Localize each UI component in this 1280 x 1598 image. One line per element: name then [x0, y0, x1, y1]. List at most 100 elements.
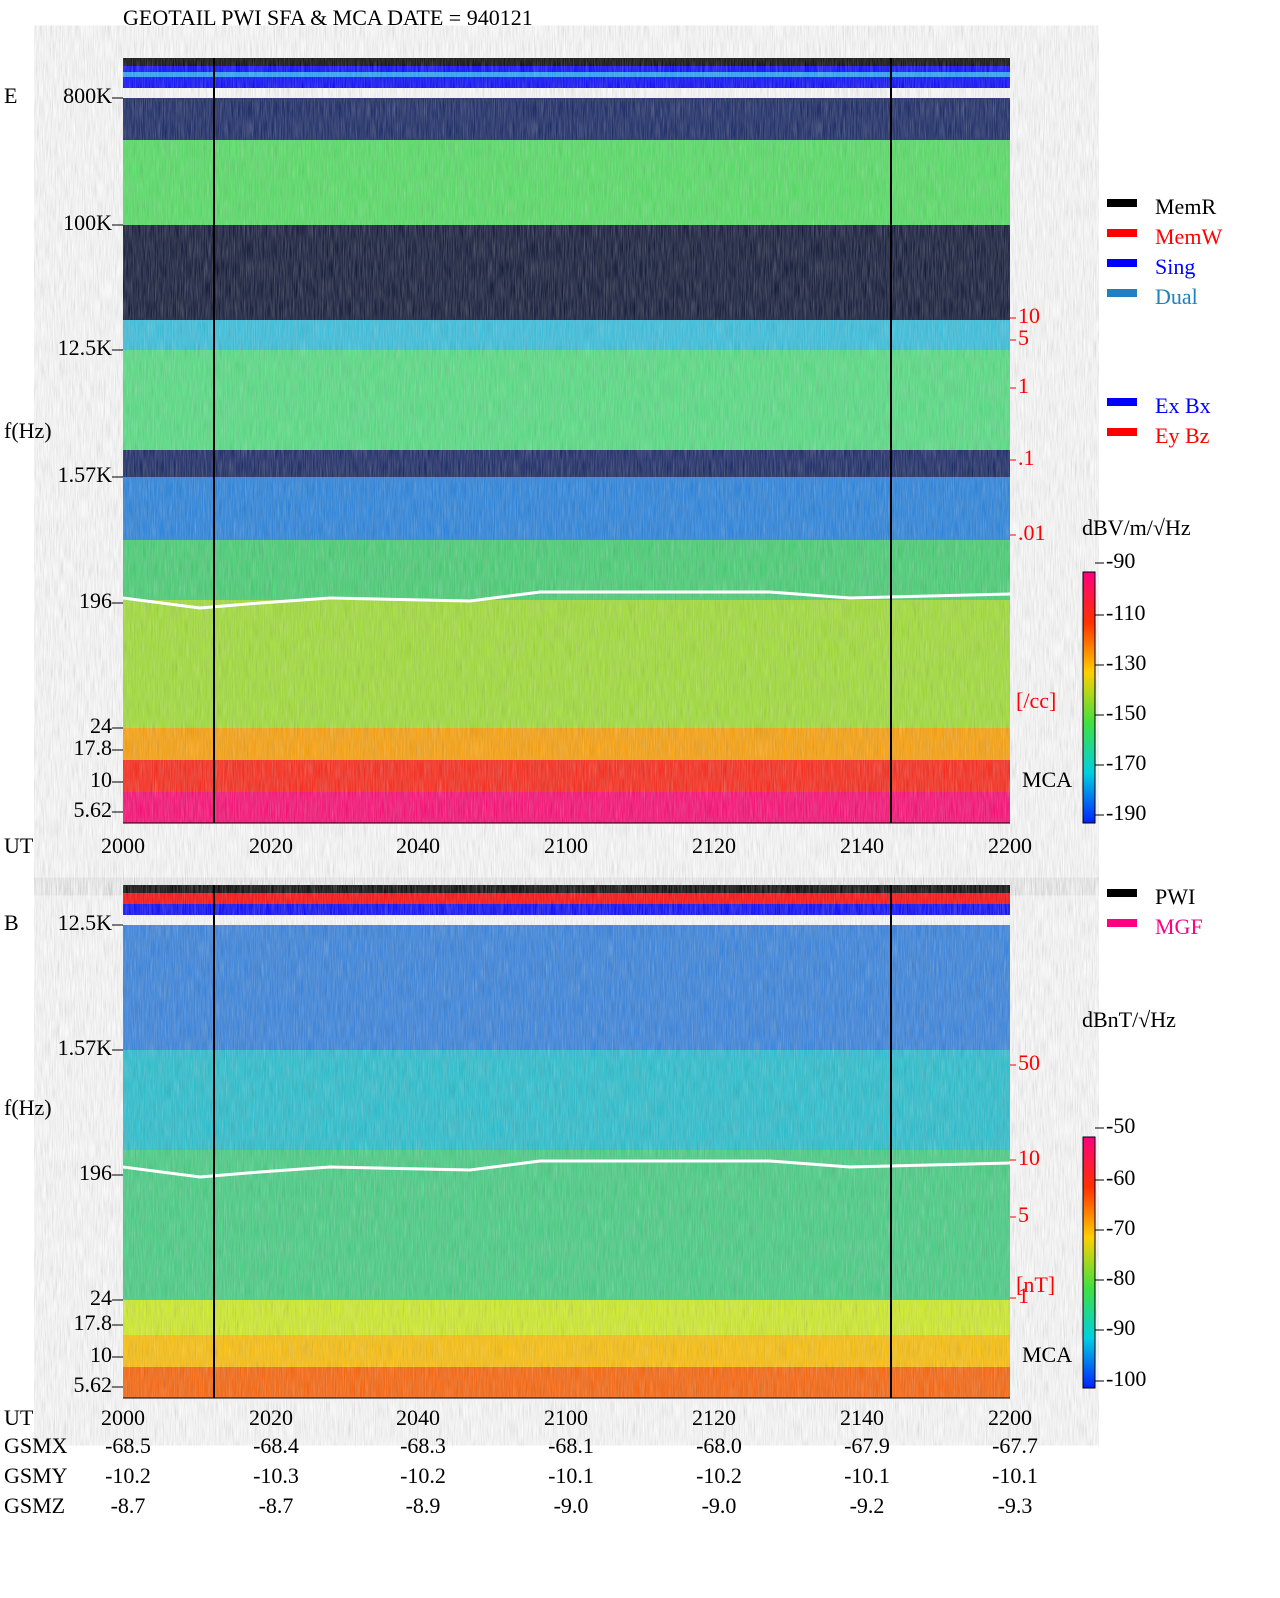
x-tick-label: 2120 — [692, 833, 736, 858]
orbit-value: -10.1 — [992, 1463, 1038, 1488]
right-unit: [/cc] — [1016, 688, 1056, 713]
mca-label: MCA — [1022, 767, 1072, 792]
colorbar-tick-label: -70 — [1106, 1215, 1135, 1240]
status-bar — [123, 904, 1010, 915]
orbit-value: -8.7 — [259, 1493, 294, 1518]
colorbar-tick-label: -150 — [1106, 700, 1146, 725]
orbit-value: -10.1 — [844, 1463, 890, 1488]
right-tick-label: 1 — [1018, 1283, 1029, 1308]
status-bar — [123, 72, 1010, 77]
title: GEOTAIL PWI SFA & MCA DATE = 940121 — [123, 5, 533, 30]
y-tick-label: 24 — [90, 1285, 112, 1310]
orbit-value: -10.2 — [696, 1463, 742, 1488]
right-tick-label: 5 — [1018, 325, 1029, 350]
y-tick-label: 12.5K — [58, 910, 113, 935]
orbit-value: -10.2 — [105, 1463, 151, 1488]
y-tick-label: 10 — [90, 767, 112, 792]
legend-swatch — [1107, 259, 1137, 267]
plasma-line — [122, 590, 1011, 610]
plasma-line — [122, 1159, 1011, 1179]
y-tick-label: 5.62 — [74, 797, 113, 822]
x-axis-label: UT — [4, 1405, 34, 1430]
orbit-value: -9.3 — [998, 1493, 1033, 1518]
y-axis-label: f(Hz) — [4, 418, 52, 443]
colorbar-tick-label: -90 — [1106, 1315, 1135, 1340]
colorbar-tick-label: -60 — [1106, 1165, 1135, 1190]
x-tick-label: 2200 — [988, 833, 1032, 858]
y-tick-label: 24 — [90, 713, 112, 738]
orbit-value: -9.2 — [850, 1493, 885, 1518]
orbit-value: -10.2 — [400, 1463, 446, 1488]
status-bar — [123, 885, 1010, 893]
status-bar — [123, 66, 1010, 72]
right-tick-label: 1 — [1018, 373, 1029, 398]
legend-label: PWI — [1155, 884, 1195, 909]
legend-swatch — [1107, 199, 1137, 207]
y-tick-label: 1.57K — [58, 462, 113, 487]
status-bar — [123, 58, 1010, 66]
x-tick-label: 2200 — [988, 1405, 1032, 1430]
orbit-value: -10.3 — [253, 1463, 299, 1488]
y-tick-label: 5.62 — [74, 1372, 113, 1397]
legend-swatch — [1107, 889, 1137, 897]
right-tick-label: 50 — [1018, 1050, 1040, 1075]
status-bar — [123, 77, 1010, 88]
y-tick-label: 10 — [90, 1342, 112, 1367]
orbit-value: -68.5 — [105, 1433, 151, 1458]
legend-label: Ex Bx — [1155, 393, 1211, 418]
orbit-value: -68.3 — [400, 1433, 446, 1458]
y-tick-label: 196 — [79, 1160, 112, 1185]
orbit-value: -9.0 — [702, 1493, 737, 1518]
colorbar-tick-label: -170 — [1106, 750, 1146, 775]
component-label: B — [4, 910, 19, 935]
legend-label: MemR — [1155, 194, 1216, 219]
spectrogram-noise — [123, 98, 1010, 823]
legend-swatch — [1107, 289, 1137, 297]
colorbar-tick-label: -50 — [1106, 1113, 1135, 1138]
legend-label: Dual — [1155, 284, 1198, 309]
right-tick-label: 5 — [1018, 1202, 1029, 1227]
legend-label: Sing — [1155, 254, 1195, 279]
colorbar — [1082, 1136, 1096, 1389]
orbit-value: -8.9 — [406, 1493, 441, 1518]
y-tick-label: 12.5K — [58, 335, 113, 360]
x-tick-label: 2000 — [101, 1405, 145, 1430]
orbit-row-label: GSMX — [4, 1433, 68, 1458]
x-tick-label: 2140 — [840, 833, 884, 858]
x-axis-label: UT — [4, 833, 34, 858]
right-tick-label: .01 — [1018, 520, 1046, 545]
x-tick-label: 2040 — [396, 1405, 440, 1430]
orbit-value: -67.7 — [992, 1433, 1038, 1458]
colorbar-tick-label: -110 — [1106, 600, 1146, 625]
colorbar-tick-label: -80 — [1106, 1265, 1135, 1290]
legend-label: Ey Bz — [1155, 423, 1210, 448]
orbit-row-label: GSMZ — [4, 1493, 65, 1518]
legend-swatch — [1107, 398, 1137, 406]
y-tick-label: 800K — [63, 83, 112, 108]
y-tick-label: 100K — [63, 210, 112, 235]
orbit-value: -9.0 — [554, 1493, 589, 1518]
status-bar — [123, 893, 1010, 904]
component-label: E — [4, 83, 17, 108]
x-tick-label: 2120 — [692, 1405, 736, 1430]
y-tick-label: 17.8 — [74, 1310, 113, 1335]
x-tick-label: 2000 — [101, 833, 145, 858]
y-tick-label: 196 — [79, 588, 112, 613]
orbit-value: -68.0 — [696, 1433, 742, 1458]
orbit-value: -68.1 — [548, 1433, 594, 1458]
right-tick-label: 10 — [1018, 1145, 1040, 1170]
colorbar-tick-label: -130 — [1106, 650, 1146, 675]
orbit-value: -68.4 — [253, 1433, 299, 1458]
x-tick-label: 2100 — [544, 1405, 588, 1430]
legend-swatch — [1107, 428, 1137, 436]
y-tick-label: 1.57K — [58, 1035, 113, 1060]
y-axis-label: f(Hz) — [4, 1095, 52, 1120]
orbit-value: -67.9 — [844, 1433, 890, 1458]
colorbar-tick-label: -100 — [1106, 1366, 1146, 1391]
colorbar-tick-label: -90 — [1106, 548, 1135, 573]
mca-label: MCA — [1022, 1342, 1072, 1367]
legend-label: MGF — [1155, 914, 1203, 939]
x-tick-label: 2020 — [249, 1405, 293, 1430]
colorbar-unit: dBV/m/√Hz — [1082, 515, 1191, 540]
legend-swatch — [1107, 229, 1137, 237]
